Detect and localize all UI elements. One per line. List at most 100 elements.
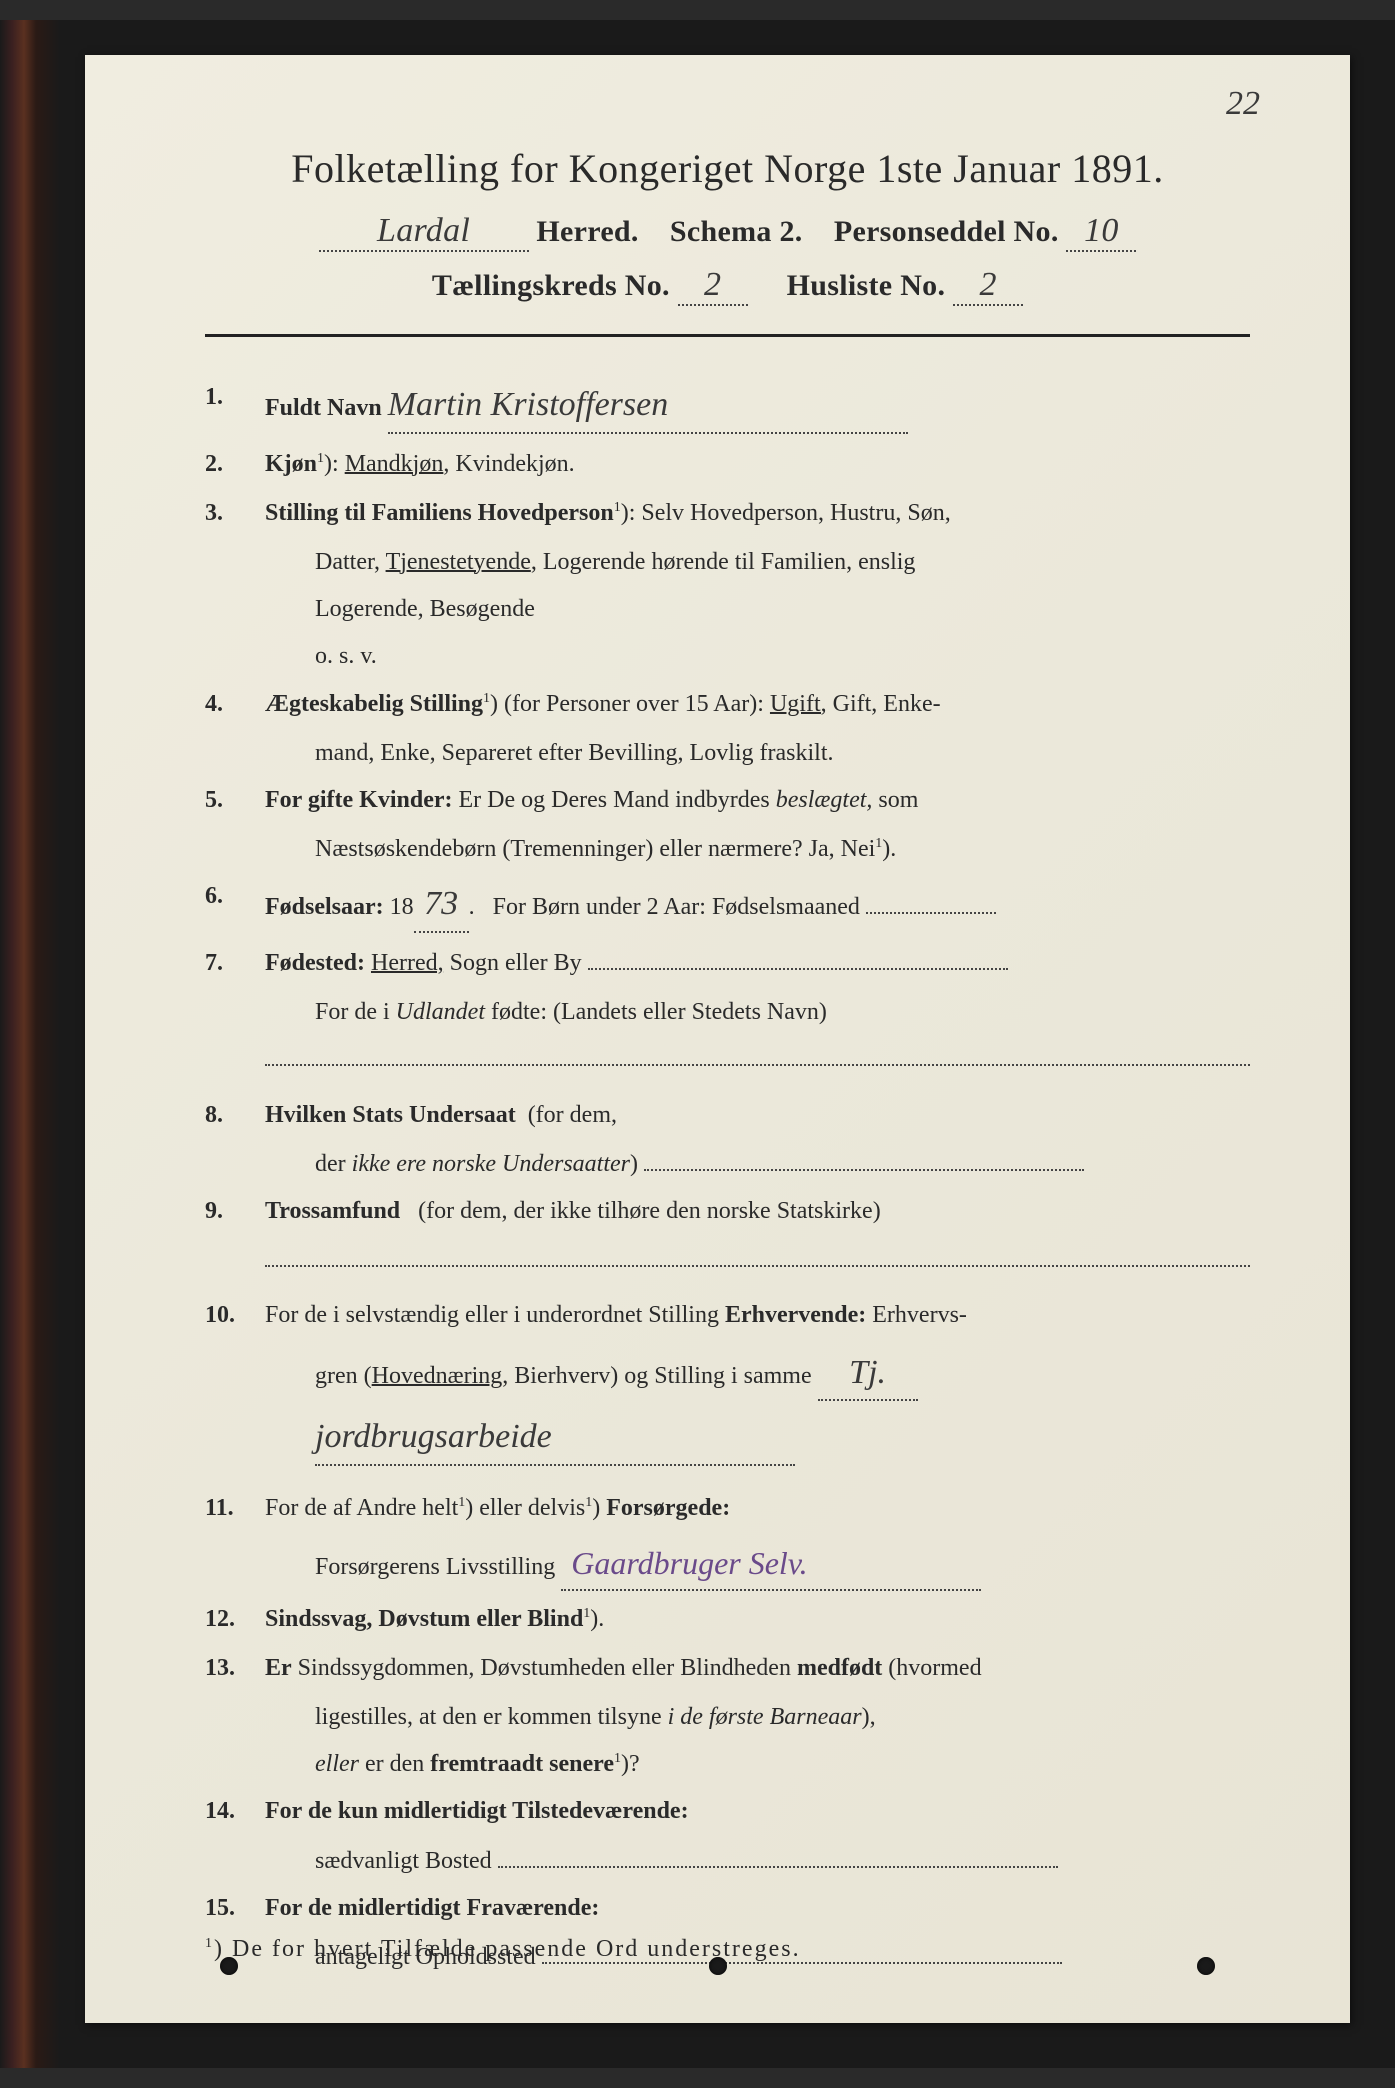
item-1-label: Fuldt Navn — [265, 395, 382, 421]
item-3-line1: Selv Hovedperson, Hustru, Søn, — [641, 500, 950, 526]
item-5-italic: beslægtet, — [776, 787, 873, 813]
punch-hole — [220, 1957, 238, 1975]
item-content: Ægteskabelig Stilling1) (for Personer ov… — [265, 686, 1250, 723]
item-10: 10. For de i selvstændig eller i underor… — [205, 1297, 1250, 1334]
item-4-line2: mand, Enke, Separeret efter Bevilling, L… — [315, 735, 1250, 772]
item-content: Stilling til Familiens Hovedperson1): Se… — [265, 495, 1250, 532]
punch-hole — [709, 1957, 727, 1975]
item-4: 4. Ægteskabelig Stilling1) (for Personer… — [205, 686, 1250, 723]
item-num: 2. — [205, 446, 265, 483]
item-content: For de midlertidigt Fraværende: — [265, 1890, 1250, 1927]
item-7-underlined: Herred, — [371, 950, 444, 976]
personseddel-label: Personseddel No. — [834, 215, 1059, 248]
item-5-line2: Næstsøskendebørn (Tremenninger) eller næ… — [315, 831, 1250, 868]
item-num: 5. — [205, 782, 265, 819]
item-2: 2. Kjøn1): Mandkjøn, Kvindekjøn. — [205, 446, 1250, 483]
item-4-line1-end: Gift, Enke- — [833, 691, 941, 717]
item-12: 12. Sindssvag, Døvstum eller Blind1). — [205, 1601, 1250, 1638]
husliste-label: Husliste No. — [787, 269, 946, 302]
schema-label: Schema 2. — [670, 215, 803, 248]
item-11-bold: Forsørgede: — [606, 1495, 730, 1521]
citizenship-blank — [644, 1169, 1084, 1171]
item-11-line2: Forsørgerens Livsstilling Gaardbruger Se… — [315, 1539, 1250, 1591]
item-8-label: Hvilken Stats Undersaat — [265, 1102, 516, 1128]
census-form-page: 22 Folketælling for Kongeriget Norge 1st… — [85, 55, 1350, 2023]
item-content: Fuldt Navn Martin Kristoffersen — [265, 379, 1250, 434]
item-content: Fødselsaar: 1873. For Børn under 2 Aar: … — [265, 878, 1250, 933]
item-10-line2: gren (Hovednæring, Bierhverv) og Stillin… — [315, 1347, 1250, 1402]
item-num: 7. — [205, 945, 265, 982]
item-10-bold: Erhvervende: — [725, 1302, 866, 1328]
item-11-value: Gaardbruger Selv. — [571, 1545, 807, 1581]
scan-background: 22 Folketælling for Kongeriget Norge 1st… — [0, 20, 1395, 2068]
item-num: 14. — [205, 1793, 265, 1830]
item-4-underlined: Ugift, — [770, 691, 827, 717]
item-14-blank — [498, 1866, 1058, 1868]
form-header: Folketælling for Kongeriget Norge 1ste J… — [205, 145, 1250, 306]
item-num: 15. — [205, 1890, 265, 1927]
item-3: 3. Stilling til Familiens Hovedperson1):… — [205, 495, 1250, 532]
item-13-line3: eller er den fremtraadt senere1)? — [315, 1746, 1250, 1783]
item-15: 15. For de midlertidigt Fraværende: — [205, 1890, 1250, 1927]
item-content: Trossamfund (for dem, der ikke tilhøre d… — [265, 1193, 1250, 1230]
item-7-line1-end: Sogn eller By — [450, 950, 582, 976]
item-4-paren: (for Personer over 15 Aar): — [504, 691, 764, 717]
item-3-line2: Datter, Tjenestetyende, Logerende hørend… — [315, 544, 1250, 581]
item-13-line2: ligestilles, at den er kommen tilsyne i … — [315, 1699, 1250, 1736]
item-content: For de kun midlertidigt Tilstedeværende: — [265, 1793, 1250, 1830]
item-content: For gifte Kvinder: Er De og Deres Mand i… — [265, 782, 1250, 819]
item-10-line3: jordbrugsarbeide — [315, 1411, 1250, 1466]
page-number: 22 — [1226, 85, 1260, 123]
scan-left-edge — [0, 20, 60, 2068]
husliste-value: 2 — [979, 266, 996, 303]
year-value: 73 — [424, 885, 458, 922]
header-divider — [205, 334, 1250, 337]
item-1: 1. Fuldt Navn Martin Kristoffersen — [205, 379, 1250, 434]
item-7-label: Fødested: — [265, 950, 365, 976]
item-9: 9. Trossamfund (for dem, der ikke tilhør… — [205, 1193, 1250, 1230]
item-7: 7. Fødested: Herred, Sogn eller By — [205, 945, 1250, 982]
item-num: 8. — [205, 1097, 265, 1134]
item-14-line2: sædvanligt Bosted — [315, 1843, 1250, 1880]
item-9-blank — [265, 1242, 1250, 1279]
header-line-3: Tællingskreds No. 2 Husliste No. 2 — [205, 266, 1250, 306]
item-5-line1: Er De og Deres Mand indbyrdes — [459, 787, 770, 813]
form-title: Folketælling for Kongeriget Norge 1ste J… — [205, 145, 1250, 192]
item-3-line4: o. s. v. — [315, 638, 1250, 675]
item-11: 11. For de af Andre helt1) eller delvis1… — [205, 1490, 1250, 1527]
item-7-line2: For de i Udlandet fødte: (Landets eller … — [315, 994, 1250, 1031]
item-10-line1-end: Erhvervs- — [872, 1302, 967, 1328]
item-2-label: Kjøn — [265, 451, 317, 477]
item-4-label: Ægteskabelig Stilling — [265, 691, 483, 717]
item-content: Hvilken Stats Undersaat (for dem, — [265, 1097, 1250, 1134]
item-3-label: Stilling til Familiens Hovedperson — [265, 500, 614, 526]
item-13: 13. Er Sindssygdommen, Døvstumheden elle… — [205, 1650, 1250, 1687]
item-num: 12. — [205, 1601, 265, 1638]
item-8-line2: der ikke ere norske Undersaatter) — [315, 1146, 1250, 1183]
item-13-bold: medfødt — [797, 1655, 882, 1681]
item-6-born-label: For Børn under 2 Aar: Fødselsmaaned — [493, 894, 860, 920]
item-1-value: Martin Kristoffersen — [388, 386, 669, 423]
year-prefix: 18 — [390, 894, 414, 920]
item-11-prefix: For de af Andre helt — [265, 1495, 458, 1521]
item-5-label: For gifte Kvinder: — [265, 787, 453, 813]
item-14: 14. For de kun midlertidigt Tilstedevære… — [205, 1793, 1250, 1830]
footnote: 1) De for hvert Tilfælde passende Ord un… — [205, 1936, 1250, 1963]
form-body: 1. Fuldt Navn Martin Kristoffersen 2. Kj… — [205, 379, 1250, 1976]
item-7-blank-line — [265, 1041, 1250, 1078]
item-13-line1-end: (hvormed — [888, 1655, 981, 1681]
item-content: Kjøn1): Mandkjøn, Kvindekjøn. — [265, 446, 1250, 483]
item-2-underlined: Mandkjøn — [345, 451, 444, 477]
item-6-label: Fødselsaar: — [265, 894, 384, 920]
item-10-value1: Tj. — [849, 1354, 886, 1391]
item-10-value2: jordbrugsarbeide — [315, 1418, 552, 1455]
item-content: Er Sindssygdommen, Døvstumheden eller Bl… — [265, 1650, 1250, 1687]
herred-label: Herred. — [536, 215, 638, 248]
birthplace-blank — [588, 968, 1008, 970]
item-num: 13. — [205, 1650, 265, 1687]
item-num: 6. — [205, 878, 265, 915]
item-num: 11. — [205, 1490, 265, 1527]
item-5: 5. For gifte Kvinder: Er De og Deres Man… — [205, 782, 1250, 819]
personseddel-value: 10 — [1084, 212, 1119, 249]
taellingskreds-value: 2 — [704, 266, 721, 303]
